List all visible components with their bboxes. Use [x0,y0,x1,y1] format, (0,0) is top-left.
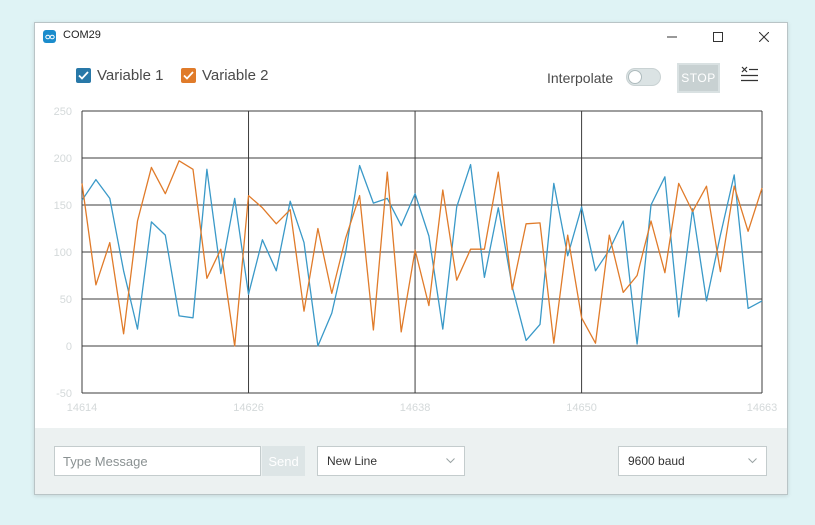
x-tick-label: 14638 [400,402,431,414]
stop-button[interactable]: STOP [677,63,720,93]
minimize-button[interactable] [649,23,695,51]
check-icon [183,71,194,80]
baud-rate-select[interactable]: 9600 baud [618,446,767,476]
x-tick-label: 14663 [747,402,778,414]
y-tick-label: 150 [54,200,72,212]
legend-item-variable-1[interactable]: Variable 1 [76,67,163,84]
y-tick-label: 200 [54,153,72,165]
close-icon [759,32,769,42]
plotter-toolbar: Variable 1 Variable 2 Interpolate STOP [35,63,787,97]
message-bar: Send New Line 9600 baud [35,428,787,494]
interpolate-toggle[interactable] [626,68,661,86]
y-tick-label: 100 [54,247,72,259]
series-line-variable-2 [81,160,763,347]
variable-2-label: Variable 2 [202,67,269,84]
legend-item-variable-2[interactable]: Variable 2 [181,67,268,84]
check-icon [78,71,89,80]
send-button[interactable]: Send [262,446,305,476]
maximize-button[interactable] [695,23,741,51]
x-tick-label: 14650 [566,402,597,414]
chevron-down-icon [748,458,757,464]
arduino-app-icon [43,30,56,43]
variable-1-label: Variable 1 [97,67,164,84]
line-ending-value: New Line [327,454,378,468]
variable-2-checkbox[interactable] [181,68,196,83]
interpolate-label: Interpolate [547,70,614,86]
y-tick-label: 50 [60,294,72,306]
y-tick-label: 0 [66,341,72,353]
serial-plot-chart: 250 200 150 100 50 0 -50 14614 14626 14638 14650 14… [54,106,778,414]
chevron-down-icon [446,458,455,464]
x-tick-label: 14614 [67,402,98,414]
clear-lines-icon[interactable] [738,65,760,85]
baud-rate-value: 9600 baud [628,454,685,468]
y-tick-label: 250 [54,106,72,118]
toggle-knob [628,70,642,84]
close-button[interactable] [741,23,787,51]
x-tick-label: 14626 [233,402,264,414]
line-ending-select[interactable]: New Line [317,446,465,476]
serial-plotter-window: COM29 Variable 1 Variable 2 Interpolate [34,22,788,495]
variable-1-checkbox[interactable] [76,68,91,83]
title-bar: COM29 [35,23,787,51]
window-title: COM29 [63,29,101,41]
message-input[interactable] [54,446,261,476]
y-tick-label: -50 [56,388,72,400]
